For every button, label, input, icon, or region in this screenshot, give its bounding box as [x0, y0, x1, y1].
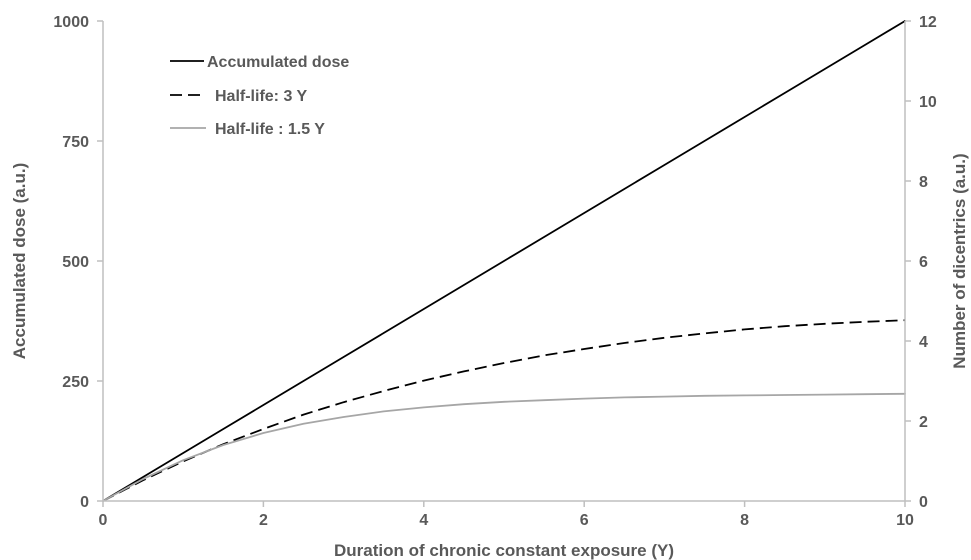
legend-label-accumulated-dose: Accumulated dose — [207, 54, 349, 71]
y-tick-label: 750 — [62, 134, 89, 151]
legend-label-half-life-3y: Half-life: 3 Y — [215, 88, 308, 105]
series-line-accumulated-dose — [102, 20, 906, 502]
ticks-layer: 0 2 4 6 8 10 0 250 500 750 1000 0 2 4 6 8 10 12 — [53, 14, 936, 529]
y-axis-title: Accumulated dose (a.u.) — [10, 163, 29, 359]
x-axis-title: Duration of chronic constant exposure (Y… — [334, 541, 674, 560]
series-layer — [102, 20, 906, 502]
y2-tick-label: 4 — [919, 334, 928, 351]
y2-tick-label: 6 — [919, 254, 928, 271]
y-tick-label: 500 — [62, 254, 89, 271]
y2-tick-label: 8 — [919, 174, 928, 191]
y2-tick-label: 10 — [919, 94, 937, 111]
y-tick-label: 1000 — [53, 14, 89, 31]
y-tick-label: 250 — [62, 374, 89, 391]
y2-tick-label: 0 — [919, 494, 928, 511]
y2-tick-label: 12 — [919, 14, 937, 31]
x-tick-label: 2 — [259, 512, 268, 529]
x-tick-label: 0 — [99, 512, 108, 529]
series-line-half-life-1-5y — [102, 392, 906, 502]
legend-label-half-life-1-5y: Half-life : 1.5 Y — [215, 121, 325, 138]
legend: Accumulated dose Half-life: 3 Y Half-lif… — [170, 54, 349, 138]
x-tick-label: 4 — [419, 512, 428, 529]
x-tick-label: 10 — [896, 512, 914, 529]
y-tick-label: 0 — [80, 494, 89, 511]
x-tick-label: 8 — [740, 512, 749, 529]
series-line-half-life-3y — [102, 319, 906, 502]
y2-tick-label: 2 — [919, 414, 928, 431]
x-tick-label: 6 — [580, 512, 589, 529]
y2-axis-title: Number of dicentrics (a.u.) — [950, 153, 969, 368]
